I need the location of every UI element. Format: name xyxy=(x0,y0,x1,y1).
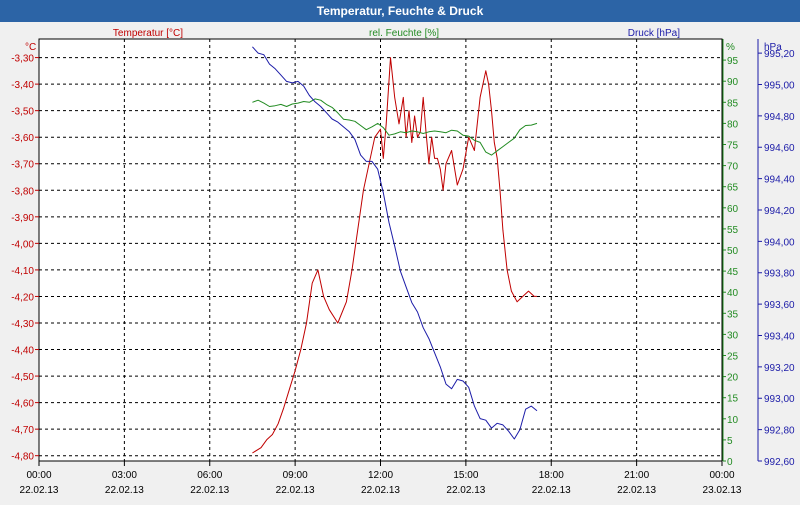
x-tick-date: 22.02.13 xyxy=(617,485,656,496)
x-tick-time: 00:00 xyxy=(709,470,734,481)
temperature-tick-label: -3,80 xyxy=(11,186,34,197)
humidity-tick-label: 5 xyxy=(727,436,733,447)
humidity-axis-title: rel. Feuchte [%] xyxy=(369,28,439,39)
x-tick-date: 22.02.13 xyxy=(20,485,59,496)
pressure-tick-label: 992,80 xyxy=(764,426,795,437)
plot-frame xyxy=(38,38,723,462)
x-tick-time: 12:00 xyxy=(368,470,393,481)
humidity-tick-label: 50 xyxy=(727,246,739,257)
chart-area: 00:00 22.02.13 03:00 22.02.13 06:00 22.02.13 0… xyxy=(0,22,800,500)
window-title: Temperatur, Feuchte & Druck xyxy=(0,0,800,23)
temperature-tick-label: -4,60 xyxy=(11,399,34,410)
x-tick-time: 00:00 xyxy=(26,470,51,481)
pressure-tick-label: 993,80 xyxy=(764,269,795,280)
temperature-axis-unit: °C xyxy=(25,42,36,53)
humidity-tick-label: 10 xyxy=(727,415,739,426)
humidity-tick-label: 60 xyxy=(727,204,739,215)
x-tick-time: 15:00 xyxy=(453,470,478,481)
pressure-tick-label: 993,20 xyxy=(764,363,795,374)
temperature-tick-label: -3,50 xyxy=(11,107,34,118)
humidity-tick-label: 15 xyxy=(727,394,739,405)
pressure-axis-unit: hPa xyxy=(764,42,782,53)
temperature-tick-label: -4,70 xyxy=(11,425,34,436)
x-tick-date: 22.02.13 xyxy=(105,485,144,496)
humidity-tick-label: 70 xyxy=(727,162,739,173)
humidity-tick-label: 35 xyxy=(727,309,739,320)
temperature-series-line xyxy=(252,57,537,454)
temperature-tick-label: -4,00 xyxy=(11,239,34,250)
pressure-tick-label: 992,60 xyxy=(764,457,795,468)
humidity-tick-label: 20 xyxy=(727,373,739,384)
humidity-tick-label: 55 xyxy=(727,225,739,236)
grid-layer xyxy=(39,39,722,461)
humidity-tick-label: 85 xyxy=(727,98,739,109)
x-tick-time: 18:00 xyxy=(539,470,564,481)
series-layer xyxy=(252,46,538,454)
temperature-tick-label: -3,40 xyxy=(11,80,34,91)
x-tick-time: 09:00 xyxy=(283,470,308,481)
pressure-tick-label: 994,60 xyxy=(764,143,795,154)
pressure-tick-label: 994,00 xyxy=(764,237,795,248)
temperature-tick-label: -3,60 xyxy=(11,133,34,144)
humidity-series-line xyxy=(252,98,538,156)
x-tick-time: 06:00 xyxy=(197,470,222,481)
pressure-tick-label: 994,40 xyxy=(764,175,795,186)
x-tick-time: 03:00 xyxy=(112,470,137,481)
humidity-tick-label: 25 xyxy=(727,352,739,363)
x-tick-date: 23.02.13 xyxy=(703,485,742,496)
pressure-tick-label: 994,20 xyxy=(764,206,795,217)
chart-svg: 00:00 22.02.13 03:00 22.02.13 06:00 22.02.13 0… xyxy=(11,28,795,496)
axes-layer: 00:00 22.02.13 03:00 22.02.13 06:00 22.02.13 0… xyxy=(11,28,795,496)
temperature-tick-label: -4,20 xyxy=(11,292,34,303)
pressure-tick-label: 993,40 xyxy=(764,331,795,342)
temperature-tick-label: -4,40 xyxy=(11,346,34,357)
x-tick-time: 21:00 xyxy=(624,470,649,481)
temperature-tick-label: -4,30 xyxy=(11,319,34,330)
humidity-tick-label: 75 xyxy=(727,141,739,152)
temperature-tick-label: -3,30 xyxy=(11,54,34,65)
pressure-tick-label: 995,20 xyxy=(764,49,795,60)
temperature-axis-title: Temperatur [°C] xyxy=(113,28,183,39)
humidity-axis-unit: % xyxy=(726,42,735,53)
pressure-tick-label: 993,60 xyxy=(764,300,795,311)
pressure-series-line xyxy=(252,46,538,440)
temperature-tick-label: -3,90 xyxy=(11,213,34,224)
humidity-tick-label: 30 xyxy=(727,330,739,341)
x-tick-date: 22.02.13 xyxy=(532,485,571,496)
pressure-tick-label: 994,80 xyxy=(764,112,795,123)
pressure-tick-label: 993,00 xyxy=(764,394,795,405)
temperature-tick-label: -4,80 xyxy=(11,452,34,463)
temperature-tick-label: -4,10 xyxy=(11,266,34,277)
pressure-tick-label: 995,00 xyxy=(764,80,795,91)
humidity-tick-label: 65 xyxy=(727,183,739,194)
humidity-tick-label: 95 xyxy=(727,56,739,67)
pressure-axis-title: Druck [hPa] xyxy=(628,28,680,39)
humidity-tick-label: 45 xyxy=(727,267,739,278)
x-tick-date: 22.02.13 xyxy=(190,485,229,496)
humidity-tick-label: 0 xyxy=(727,457,733,468)
humidity-tick-label: 80 xyxy=(727,119,739,130)
x-tick-date: 22.02.13 xyxy=(276,485,315,496)
temperature-tick-label: -3,70 xyxy=(11,160,34,171)
x-tick-date: 22.02.13 xyxy=(446,485,485,496)
x-tick-date: 22.02.13 xyxy=(361,485,400,496)
humidity-tick-label: 90 xyxy=(727,77,739,88)
humidity-tick-label: 40 xyxy=(727,288,739,299)
temperature-tick-label: -4,50 xyxy=(11,372,34,383)
